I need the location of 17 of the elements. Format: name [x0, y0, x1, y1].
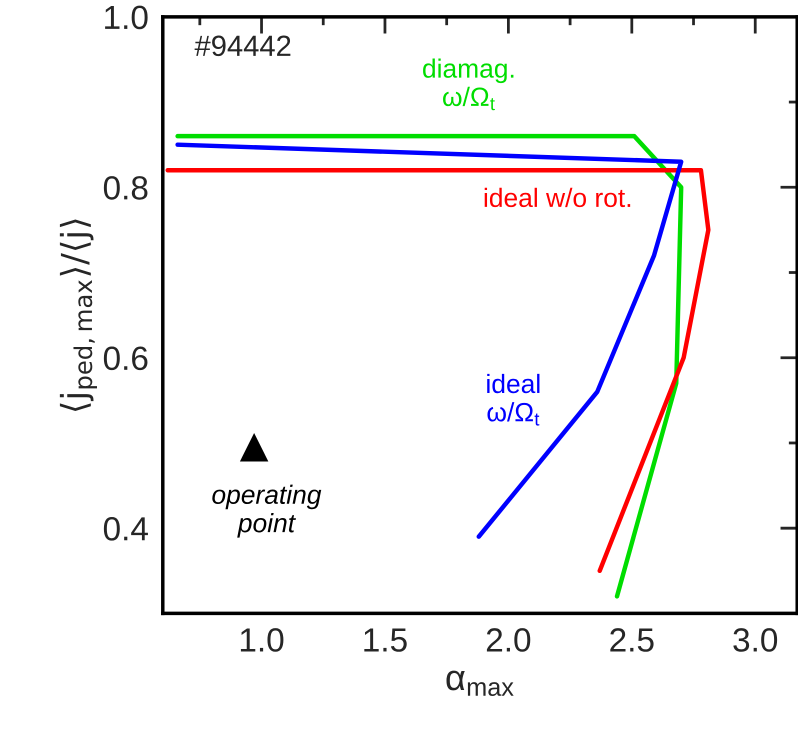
y-tick-label: 0.4: [104, 516, 148, 541]
y-tick-label: 1.0: [105, 6, 148, 30]
series-label: ideal ω/Ω$_{t}$: [487, 374, 540, 426]
y-axis-title: ⟨j$_{ped,max}$⟩/⟨j⟩: [60, 220, 97, 411]
x-tick-label: 2.0: [486, 628, 530, 652]
y-tick-label: 0.6: [104, 346, 148, 370]
y-tick-label: 0.8: [104, 176, 148, 200]
x-tick-label: 1.5: [364, 628, 407, 652]
x-tick-label: 3.0: [733, 628, 778, 652]
series-label: ideal w/o rot.: [484, 188, 630, 208]
x-axis-title: α$_{max}$: [446, 670, 514, 696]
x-tick-label: 1.0: [240, 628, 284, 652]
series-label: diamag. ω/Ω$_{t}$: [423, 58, 514, 110]
annotation: #94442: [194, 36, 290, 56]
x-tick-label: 2.5: [610, 628, 654, 652]
series-label: operating point: [212, 484, 322, 538]
line-series: [166, 168, 711, 574]
